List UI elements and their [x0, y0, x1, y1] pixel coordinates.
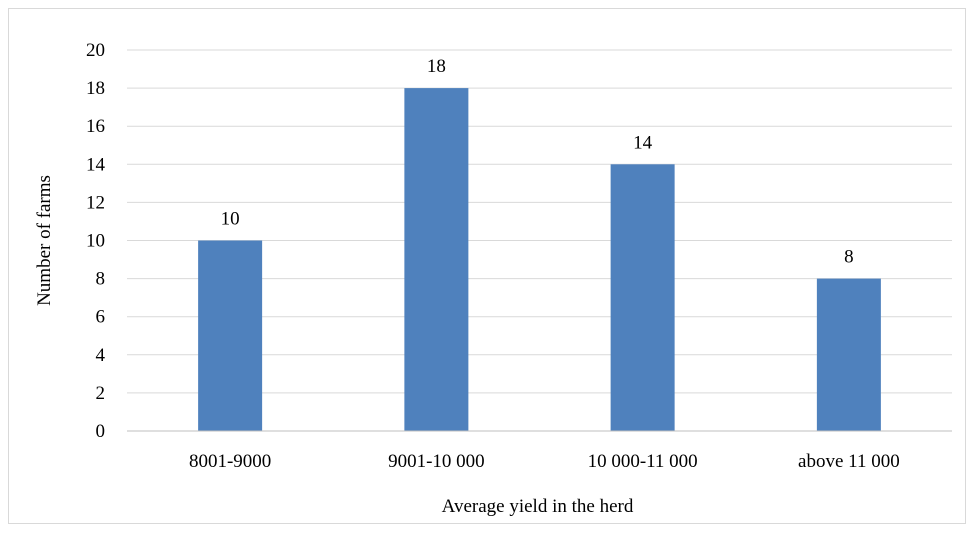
x-tick-label: 10 000-11 000: [588, 451, 698, 472]
bar-value-label: 18: [427, 56, 446, 77]
bar: [610, 164, 675, 432]
y-tick-label: 0: [96, 421, 106, 442]
y-tick-label: 10: [86, 231, 105, 252]
x-tick-label: 9001-10 000: [388, 451, 485, 472]
bar: [404, 88, 469, 431]
y-axis-ticks: 0 2 4 6 8 10 12 14 16 18 20: [86, 40, 106, 442]
x-tick-label: 8001-9000: [189, 451, 271, 472]
y-tick-label: 4: [96, 345, 106, 366]
chart-frame: [8, 8, 966, 524]
bar: [816, 278, 881, 431]
x-tick-label: above 11 000: [798, 451, 900, 472]
bar-value-label: 8: [844, 247, 854, 268]
y-tick-label: 20: [86, 40, 105, 61]
y-tick-label: 2: [96, 383, 106, 404]
bar-value-label: 14: [633, 132, 653, 153]
y-axis-title: Number of farms: [34, 175, 55, 306]
x-axis-ticks: 8001-9000 9001-10 000 10 000-11 000 above 1…: [189, 451, 900, 472]
y-tick-label: 18: [86, 78, 105, 99]
x-axis-title: Average yield in the herd: [442, 496, 634, 517]
gridlines: [127, 49, 952, 394]
bar: [198, 240, 263, 431]
y-tick-label: 16: [86, 116, 105, 137]
bars: [198, 88, 881, 432]
y-tick-label: 8: [96, 269, 106, 290]
y-tick-label: 14: [86, 154, 106, 175]
y-tick-label: 6: [96, 307, 106, 328]
y-tick-label: 12: [86, 192, 105, 213]
bar-value-label: 10: [221, 209, 240, 230]
data-labels: 10 18 14 8: [221, 56, 854, 268]
